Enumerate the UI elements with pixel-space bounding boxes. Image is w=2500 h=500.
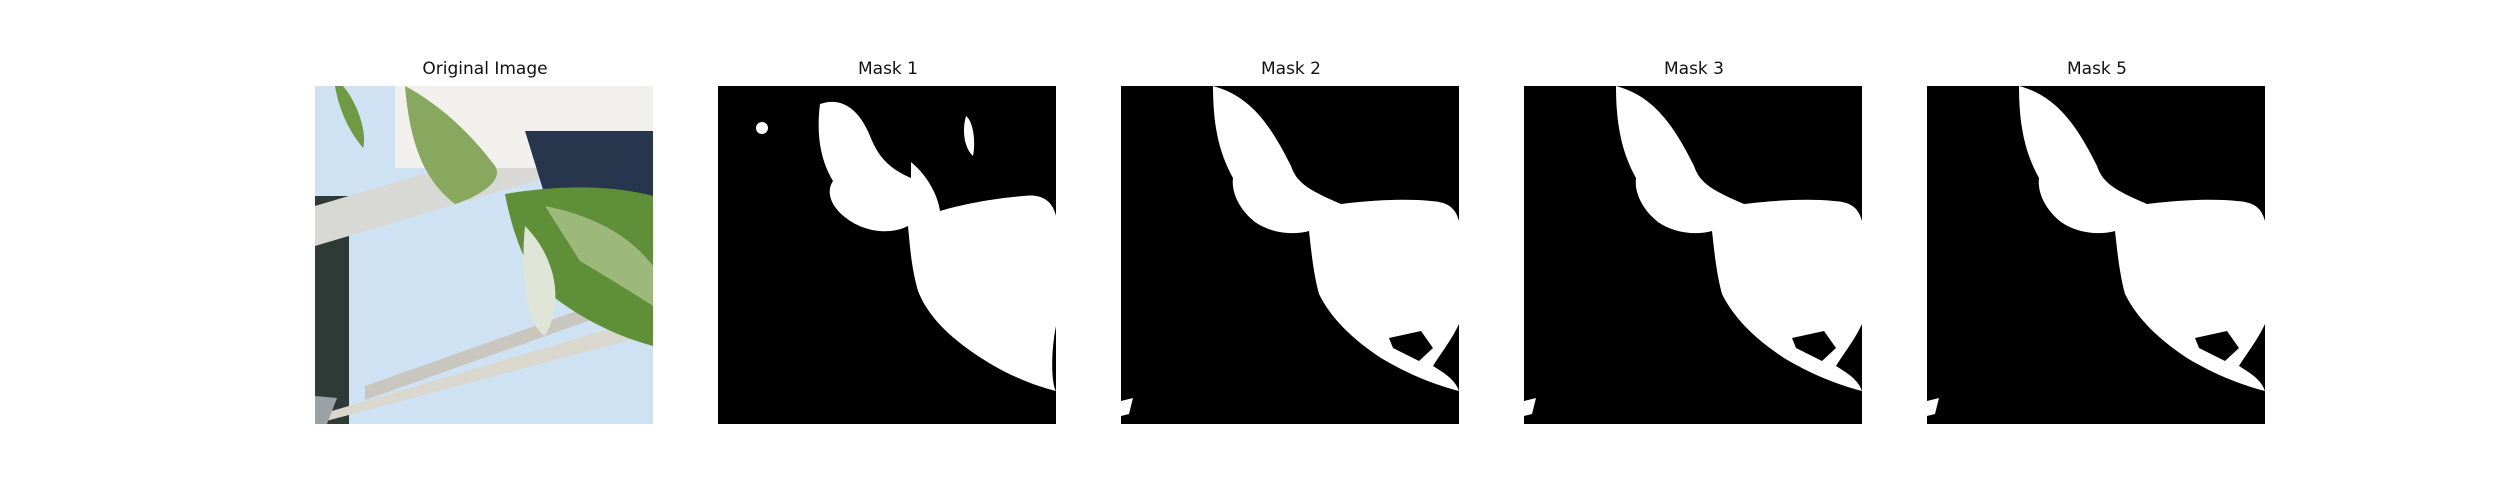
panel-mask-5: Mask 5 bbox=[1927, 55, 2267, 430]
mask-image bbox=[718, 86, 1056, 424]
mask-image bbox=[1121, 86, 1459, 424]
panel-mask-3: Mask 3 bbox=[1524, 55, 1864, 430]
mask-image bbox=[1524, 86, 1862, 424]
panel-title: Mask 1 bbox=[857, 59, 918, 79]
panel-mask-2: Mask 2 bbox=[1121, 55, 1461, 430]
panel-title: Mask 2 bbox=[1260, 59, 1321, 79]
panel-original-image: Original Image bbox=[315, 55, 655, 430]
panel-mask-1: Mask 1 bbox=[718, 55, 1058, 430]
panel-title: Mask 5 bbox=[2066, 59, 2127, 79]
panel-title: Mask 3 bbox=[1663, 59, 1724, 79]
panel-title: Original Image bbox=[422, 59, 548, 79]
mask-image bbox=[1927, 86, 2265, 424]
original-image bbox=[315, 86, 653, 424]
